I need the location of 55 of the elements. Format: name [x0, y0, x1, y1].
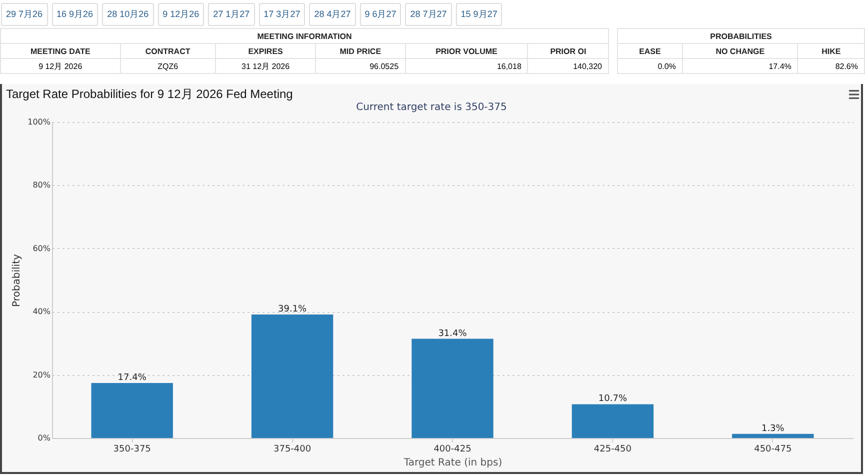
data-label: 31.4% [438, 328, 468, 339]
chart-title: Target Rate Probabilities for 9 12月 2026 Fed Meeting [6, 86, 293, 103]
category-label: 28 4月27 [309, 3, 356, 26]
category-label: NO CHANGE [682, 44, 798, 58]
text: 17.4% [682, 58, 798, 74]
x-tick-label: 375-400 [273, 444, 312, 454]
text: 31 12月 2026 [215, 58, 316, 74]
bar [732, 434, 814, 438]
category-label: 28 7月27 [405, 3, 452, 26]
bar [412, 338, 494, 438]
category-label: EASE [618, 44, 682, 58]
category-label: 28 10月26 [102, 3, 154, 26]
bar [572, 404, 654, 438]
data-label: 10.7% [598, 394, 628, 404]
category-label: MID PRICE [316, 44, 406, 58]
category-label: 9 12月26 [158, 3, 204, 26]
y-tick-label: 60% [32, 244, 51, 253]
text: 9 12月 2026 [0, 58, 120, 74]
x-tick-label: 450-475 [754, 444, 792, 454]
category-label: 9 6月27 [360, 3, 402, 26]
text: 140,320 [528, 58, 608, 74]
x-tick-label: 350-375 [113, 444, 151, 454]
data-label: 1.3% [761, 424, 785, 434]
category-label: 16 9月26 [52, 3, 98, 26]
category-label: CONTRACT [120, 44, 216, 58]
bar [91, 383, 173, 438]
category-label: 17 3月27 [258, 3, 306, 26]
category-label: 27 1月27 [208, 3, 255, 26]
category-label: HIKE [798, 44, 864, 58]
y-axis-title: Probability [12, 254, 23, 307]
x-tick-label: 425-450 [594, 444, 632, 454]
category-label: PRIOR OI [528, 44, 608, 58]
category-label: PRIOR VOLUME [405, 44, 528, 58]
text: 0.0% [618, 58, 682, 74]
category-label: 15 9月27 [456, 3, 502, 26]
text: PROBABILITIES [618, 28, 864, 44]
chart-subtitle: Current target rate is 350-375 [355, 102, 508, 113]
x-axis-title: Target Rate (in bps) [402, 458, 502, 468]
category-label: 29 7月26 [1, 3, 48, 26]
category-label: EXPIRES [215, 44, 316, 58]
y-tick-label: 80% [32, 180, 51, 190]
data-label: 39.1% [278, 304, 308, 314]
text: MEETING INFORMATION [0, 28, 608, 44]
category-label: MEETING DATE [0, 44, 120, 58]
bar [251, 314, 334, 438]
text: 96.0525 [316, 58, 406, 74]
y-tick-label: 20% [32, 370, 51, 380]
text: 16,018 [405, 58, 528, 74]
text: ZQZ6 [120, 58, 216, 74]
y-tick-label: 100% [28, 118, 51, 126]
data-label: 17.4% [118, 373, 147, 384]
y-tick-label: 40% [32, 307, 51, 316]
x-tick-label: 400-425 [434, 444, 472, 454]
text: 82.6% [798, 58, 864, 74]
y-tick-label: 0% [38, 434, 51, 442]
